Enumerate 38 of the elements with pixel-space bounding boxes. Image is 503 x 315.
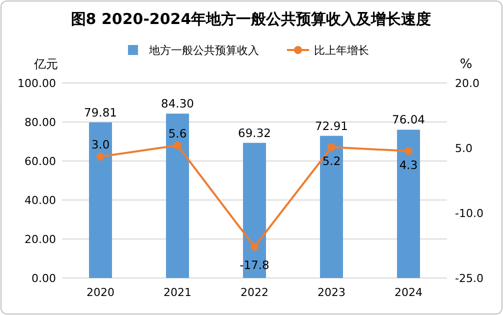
x-tick-label: 2021 xyxy=(164,286,192,299)
point xyxy=(250,242,258,251)
data-label: 84.30 xyxy=(161,96,194,111)
y-tick-label: 40.00 xyxy=(24,194,56,207)
x-tick-label: 2024 xyxy=(394,286,422,299)
legend-label: 地方一般公共预算收入 xyxy=(148,44,259,57)
bar xyxy=(397,130,420,278)
x-tick-label: 2020 xyxy=(86,286,114,299)
y2-tick-label: 5.0 xyxy=(455,142,472,155)
y-tick-label: 60.00 xyxy=(24,155,56,168)
y2-tick-label: -10.0 xyxy=(455,207,484,220)
y2-tick-label: -25.0 xyxy=(455,272,484,285)
y-tick-label: 100.00 xyxy=(18,77,56,90)
data-label: 69.32 xyxy=(238,126,271,140)
x-tick-label: 2022 xyxy=(240,286,268,299)
chart-title: 图8 2020-2024年地方一般公共预算收入及增长速度 xyxy=(70,10,432,28)
legend-label: 比上年增长 xyxy=(314,44,369,57)
data-label: 5.6 xyxy=(168,126,187,140)
data-label: 72.91 xyxy=(315,118,348,133)
y-tick-label: 20.00 xyxy=(24,233,56,246)
point xyxy=(96,152,104,161)
bar xyxy=(89,122,112,278)
data-label: 3.0 xyxy=(91,138,110,152)
y2-axis-title: % xyxy=(460,57,472,72)
bar xyxy=(166,114,189,278)
y-tick-label: 0.00 xyxy=(32,272,56,285)
data-label: 4.3 xyxy=(399,158,418,172)
y-axis-title: 亿元 xyxy=(33,57,58,71)
point xyxy=(328,143,336,152)
point xyxy=(174,141,182,150)
x-tick-label: 2023 xyxy=(318,286,346,299)
data-label: 5.2 xyxy=(322,154,341,168)
y2-tick-label: 20.0 xyxy=(455,77,480,90)
point xyxy=(404,147,412,156)
bar xyxy=(320,136,343,278)
data-label: 79.81 xyxy=(84,105,117,120)
data-label: 76.04 xyxy=(392,112,425,127)
y-tick-label: 80.00 xyxy=(24,116,56,129)
